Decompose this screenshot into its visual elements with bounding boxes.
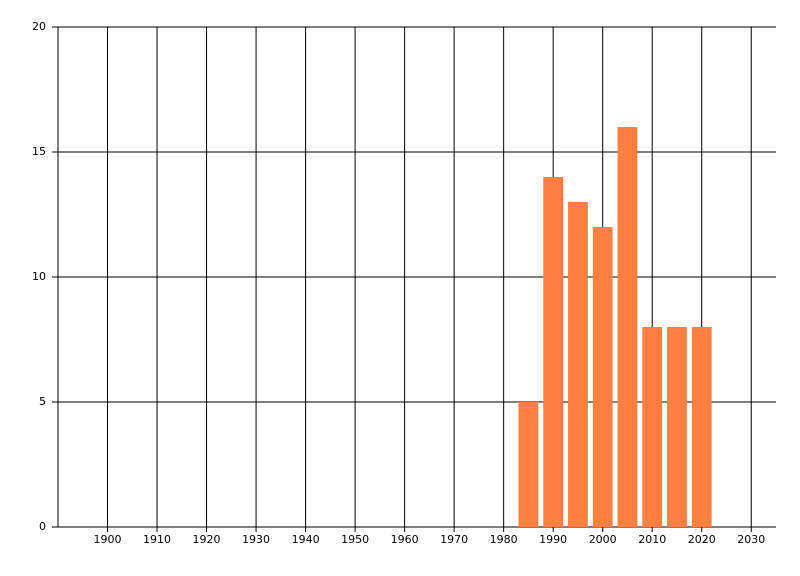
x-tick-label: 1980 [490, 533, 518, 546]
x-tick-label: 1960 [391, 533, 419, 546]
bar [691, 327, 712, 527]
bar [617, 127, 638, 527]
x-tick-label: 1910 [143, 533, 171, 546]
bar [568, 202, 588, 527]
y-tick-label: 0 [39, 520, 46, 533]
bar [518, 402, 539, 527]
x-tick-label: 1920 [193, 533, 221, 546]
x-tick-label: 1990 [539, 533, 567, 546]
bar [642, 327, 663, 527]
x-tick-label: 1900 [94, 533, 122, 546]
bar [667, 327, 687, 527]
x-tick-label: 1940 [292, 533, 320, 546]
bar [543, 177, 564, 527]
x-tick-label: 2000 [589, 533, 617, 546]
bar [592, 227, 613, 527]
x-tick-label: 2020 [688, 533, 716, 546]
y-tick-label: 20 [32, 20, 46, 33]
x-tick-label: 1930 [242, 533, 270, 546]
x-tick-label: 1950 [341, 533, 369, 546]
x-tick-label: 1970 [440, 533, 468, 546]
y-tick-label: 5 [39, 395, 46, 408]
y-tick-label: 10 [32, 270, 46, 283]
x-tick-label: 2030 [737, 533, 765, 546]
y-tick-label: 15 [32, 145, 46, 158]
x-tick-label: 2010 [638, 533, 666, 546]
